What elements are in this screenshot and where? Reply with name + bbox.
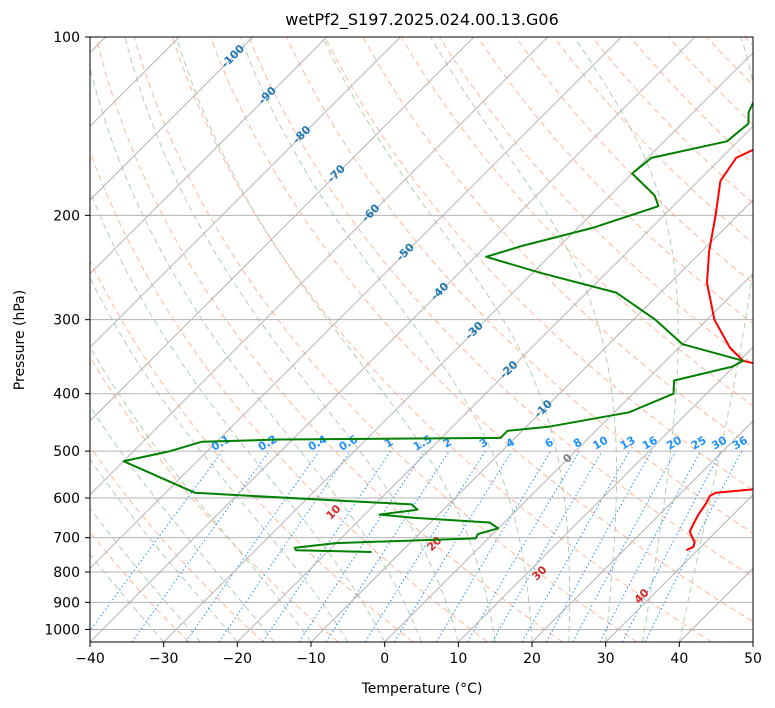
isotherm-line	[384, 272, 753, 642]
moist-adiabat-line	[430, 37, 617, 642]
isotherm-line	[90, 37, 328, 275]
dry-adiabat-line	[90, 356, 339, 642]
isotherm-line	[90, 37, 254, 201]
dry-adiabat-line	[133, 37, 638, 642]
profile-lines	[122, 100, 753, 553]
x-tick-label: −20	[223, 651, 253, 667]
isotherm-line	[90, 37, 622, 570]
chart-title: wetPf2_S197.2025.024.00.13.G06	[285, 10, 559, 30]
x-tick-label: 20	[523, 651, 541, 667]
moist-adiabat-line	[90, 189, 386, 642]
x-tick-label: −40	[75, 651, 105, 667]
isobars	[90, 37, 753, 630]
mixing-ratio-line	[393, 450, 513, 642]
mixing-ratio-line	[218, 450, 351, 642]
isotherm-line	[457, 346, 753, 642]
moist-adiabat-line	[90, 65, 422, 642]
dry-adiabat-line	[90, 445, 264, 642]
x-tick-label: −30	[149, 651, 179, 667]
dry-adiabat-line	[515, 37, 753, 284]
mixing-ratio-line	[298, 450, 425, 642]
mixing-ratio-line	[521, 450, 630, 642]
y-tick-label: 300	[53, 313, 80, 329]
moist-adiabat-line	[574, 37, 679, 642]
x-tick-label: 0	[380, 651, 389, 667]
dry-adiabat-line	[95, 37, 563, 642]
y-tick-label: 600	[53, 491, 80, 507]
dry-adiabats	[90, 37, 753, 642]
y-tick-label: 100	[53, 30, 80, 46]
moist-adiabat-line	[322, 37, 571, 642]
isotherm-line	[236, 125, 753, 642]
moist-adiabat-line	[90, 458, 238, 642]
dry-adiabat-line	[324, 37, 753, 491]
x-axis-label: Temperature (°C)	[361, 681, 483, 697]
moist-adiabat-line	[124, 37, 459, 642]
isotherm-line	[90, 37, 696, 642]
x-axis-ticks: −40 −30 −20 −10 0 10 20 30 40 50	[75, 642, 762, 667]
mixing-ratio-line	[644, 450, 743, 642]
mixing-ratio-line	[262, 450, 392, 642]
mixing-ratio-line	[90, 450, 223, 632]
mixing-ratio-line	[572, 450, 677, 642]
dewpoint-profile-line	[122, 100, 753, 553]
y-tick-label: 1000	[44, 622, 80, 638]
isotherm-line	[531, 420, 753, 642]
isotherms	[90, 37, 753, 642]
moist-adiabat-line	[175, 37, 496, 642]
dry-adiabat-line	[248, 37, 753, 578]
mixing-ratio-lines	[90, 450, 743, 642]
x-tick-label: 40	[670, 651, 688, 667]
x-tick-label: 30	[597, 651, 615, 667]
y-axis-label: Pressure (hPa)	[12, 290, 28, 390]
isotherm-line	[90, 37, 401, 349]
x-tick-label: −10	[296, 651, 326, 667]
temperature-profile-line	[685, 148, 753, 552]
isotherm-line	[163, 51, 753, 642]
x-tick-label: 50	[744, 651, 762, 667]
moist-adiabat-line	[678, 37, 753, 642]
isotherm-line	[605, 493, 753, 642]
y-tick-label: 500	[53, 444, 80, 460]
dry-adiabat-line	[286, 37, 753, 534]
isotherm-line	[90, 37, 549, 496]
y-tick-label: 200	[53, 208, 80, 224]
dry-adiabat-line	[90, 259, 414, 642]
dry-adiabat-line	[171, 37, 712, 642]
y-tick-label: 400	[53, 387, 80, 403]
y-axis-ticks: 100 200 300 400 500 600 700 800 900 1000	[44, 30, 90, 638]
dry-adiabat-line	[210, 37, 753, 623]
y-tick-label: 900	[53, 595, 80, 611]
moist-adiabat-line	[239, 37, 533, 642]
moist-adiabat-line	[90, 405, 275, 642]
mixing-ratio-line	[185, 450, 320, 642]
plot-frame	[89, 36, 754, 643]
mixing-ratio-line	[131, 450, 270, 642]
x-tick-label: 10	[449, 651, 467, 667]
isotherm-line	[90, 37, 475, 422]
moist-adiabats	[90, 37, 753, 642]
mixing-ratio-line	[325, 450, 450, 642]
y-tick-label: 700	[53, 531, 80, 547]
mixing-ratio-line	[545, 450, 653, 642]
y-tick-label: 800	[53, 565, 80, 581]
